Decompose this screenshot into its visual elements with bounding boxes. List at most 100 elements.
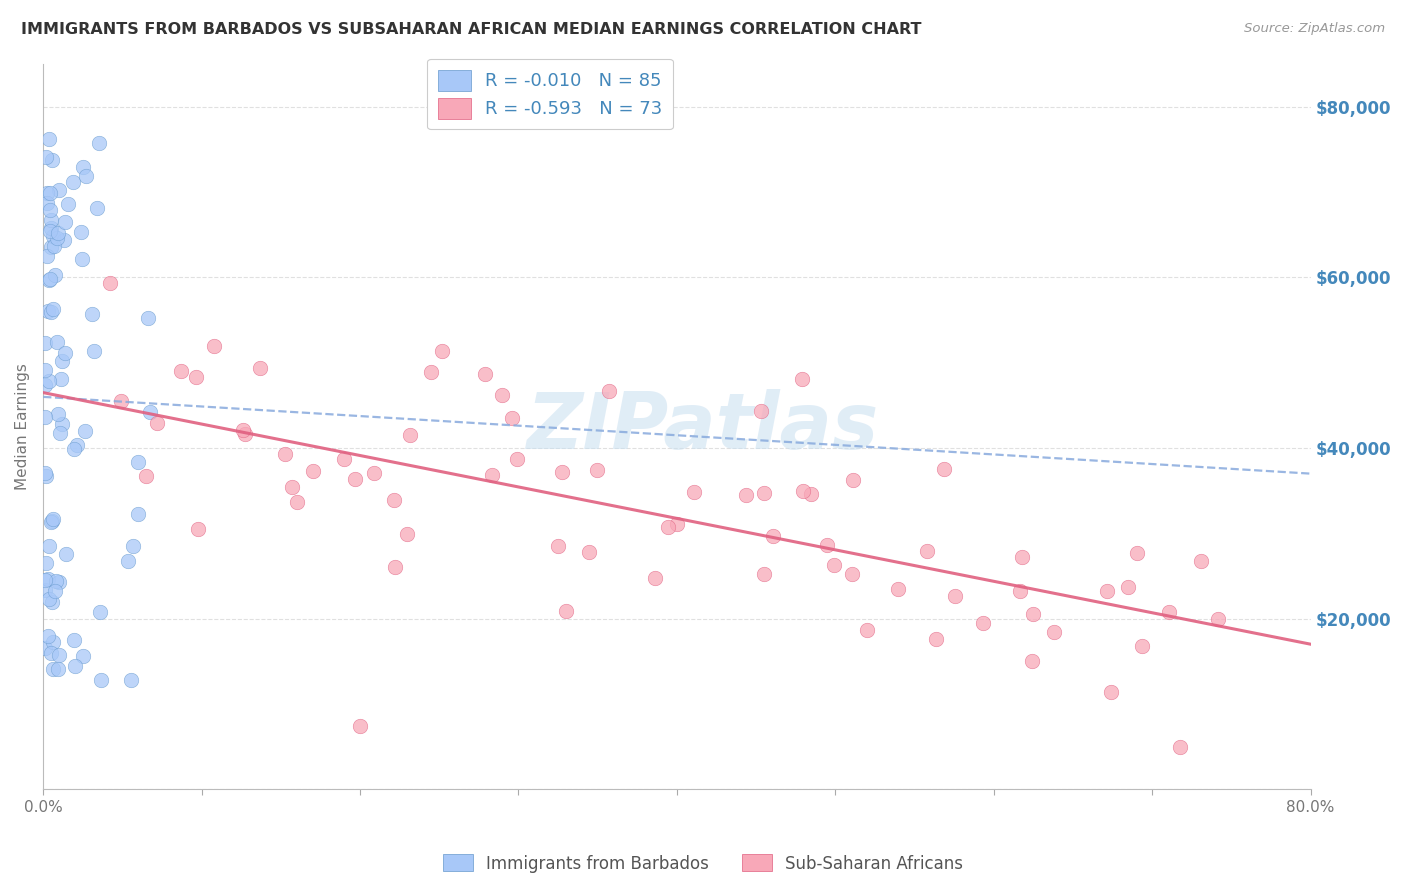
Point — [62, 175, 84, 189]
Point — [39, 224, 62, 238]
Point — [187, 522, 209, 536]
Point — [34, 466, 56, 480]
Point — [657, 520, 679, 534]
Point — [752, 485, 775, 500]
Point — [506, 452, 529, 467]
Point — [41, 514, 63, 528]
Point — [501, 411, 523, 425]
Point — [46, 334, 69, 349]
Point — [72, 648, 94, 663]
Point — [1130, 640, 1153, 654]
Point — [1206, 612, 1229, 626]
Point — [934, 462, 956, 476]
Point — [1168, 739, 1191, 754]
Point — [972, 615, 994, 630]
Point — [815, 538, 838, 552]
Point — [41, 153, 63, 167]
Point — [430, 344, 453, 359]
Point — [1126, 547, 1149, 561]
Point — [481, 468, 503, 483]
Point — [37, 196, 59, 211]
Point — [249, 360, 271, 375]
Point — [127, 455, 149, 469]
Point — [62, 633, 84, 648]
Point — [62, 442, 84, 456]
Point — [754, 567, 776, 582]
Point — [35, 149, 58, 163]
Point — [90, 673, 112, 687]
Point — [72, 160, 94, 174]
Point — [37, 572, 59, 586]
Point — [83, 343, 105, 358]
Point — [1008, 583, 1031, 598]
Point — [943, 589, 966, 603]
Point — [42, 228, 65, 243]
Point — [34, 582, 56, 597]
Point — [122, 539, 145, 553]
Point — [41, 595, 63, 609]
Point — [384, 559, 406, 574]
Point — [39, 240, 62, 254]
Point — [551, 465, 574, 479]
Point — [363, 466, 385, 480]
Point — [474, 367, 496, 381]
Point — [35, 556, 58, 570]
Point — [51, 354, 73, 368]
Point — [644, 571, 666, 585]
Point — [841, 473, 863, 487]
Point — [682, 485, 704, 500]
Point — [823, 558, 845, 572]
Point — [333, 451, 356, 466]
Point — [98, 276, 121, 290]
Point — [65, 658, 87, 673]
Point — [110, 393, 132, 408]
Point — [135, 468, 157, 483]
Point — [302, 464, 325, 478]
Point — [1021, 654, 1043, 668]
Point — [42, 239, 65, 253]
Point — [44, 268, 66, 283]
Point — [491, 388, 513, 402]
Point — [585, 463, 607, 477]
Point — [384, 493, 406, 508]
Point — [419, 365, 441, 379]
Point — [37, 304, 59, 318]
Point — [547, 539, 569, 553]
Point — [139, 405, 162, 419]
Point — [1189, 554, 1212, 568]
Point — [666, 516, 689, 531]
Point — [281, 480, 304, 494]
Y-axis label: Median Earnings: Median Earnings — [15, 363, 30, 491]
Point — [1099, 685, 1122, 699]
Point — [41, 305, 63, 319]
Point — [598, 384, 620, 398]
Point — [127, 508, 149, 522]
Point — [39, 186, 62, 200]
Point — [86, 201, 108, 215]
Point — [56, 196, 79, 211]
Point — [39, 647, 62, 661]
Point — [44, 584, 66, 599]
Point — [53, 346, 76, 360]
Point — [578, 544, 600, 558]
Point — [273, 447, 295, 461]
Point — [55, 547, 77, 561]
Point — [555, 604, 578, 618]
Point — [46, 662, 69, 676]
Point — [34, 335, 56, 350]
Point — [1011, 549, 1033, 564]
Point — [87, 136, 110, 150]
Point — [184, 370, 207, 384]
Point — [202, 339, 225, 353]
Point — [856, 623, 879, 637]
Point — [52, 234, 75, 248]
Point — [45, 574, 67, 589]
Point — [38, 592, 60, 607]
Point — [41, 302, 63, 317]
Point — [70, 252, 93, 267]
Point — [800, 487, 823, 501]
Point — [46, 226, 69, 240]
Point — [841, 566, 863, 581]
Point — [42, 662, 65, 676]
Point — [117, 553, 139, 567]
